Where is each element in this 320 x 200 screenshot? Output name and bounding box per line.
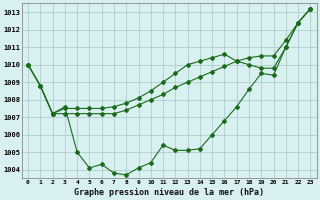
X-axis label: Graphe pression niveau de la mer (hPa): Graphe pression niveau de la mer (hPa): [74, 188, 264, 197]
